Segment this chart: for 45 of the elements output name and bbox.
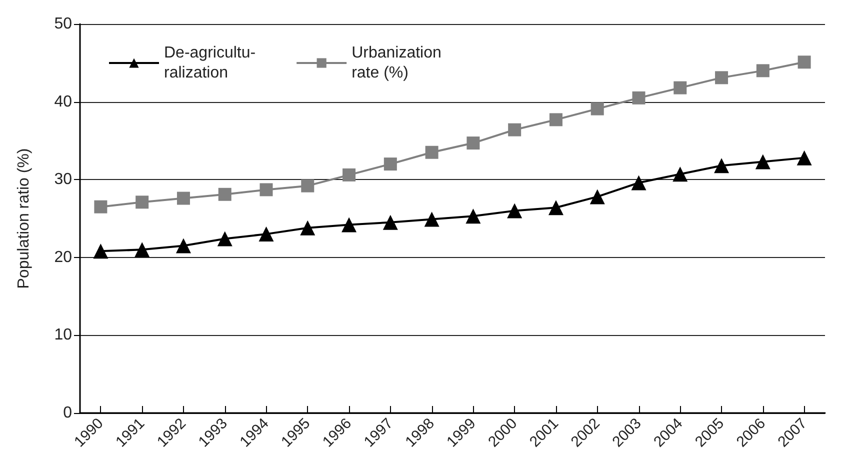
- point: [260, 183, 273, 196]
- point: [796, 150, 812, 166]
- point: [507, 203, 522, 218]
- point: [674, 81, 687, 94]
- y-tick-label: 40: [54, 93, 72, 110]
- point: [632, 91, 646, 104]
- point: [300, 220, 316, 236]
- point: [93, 244, 108, 259]
- point: [756, 64, 770, 78]
- point: [466, 208, 481, 224]
- y-tick-label: 30: [54, 171, 72, 188]
- y-tick-label: 10: [54, 326, 72, 344]
- point: [548, 200, 564, 216]
- point: [714, 158, 730, 174]
- point: [424, 212, 440, 227]
- point: [382, 214, 398, 230]
- point: [301, 179, 314, 192]
- y-tick-label: 0: [63, 404, 72, 422]
- point: [136, 196, 149, 209]
- legend-label: De-agricultu- ralization: [164, 44, 256, 82]
- point: [672, 166, 688, 182]
- point: [176, 238, 191, 254]
- y-tick-label: 20: [54, 248, 72, 266]
- point: [631, 175, 646, 190]
- point: [217, 231, 232, 246]
- y-axis-title: Population ratio (%): [16, 148, 32, 289]
- point: [134, 242, 150, 258]
- point: [590, 102, 604, 116]
- point: [549, 113, 562, 126]
- point: [176, 192, 190, 205]
- y-tick-label: 50: [54, 16, 72, 32]
- point: [715, 71, 728, 84]
- point: [384, 158, 397, 171]
- legend-label: Urbanization rate (%): [352, 44, 442, 82]
- point: [258, 226, 274, 242]
- point: [508, 123, 522, 136]
- point: [342, 217, 357, 232]
- point: [218, 188, 232, 201]
- point: [590, 189, 605, 204]
- point: [755, 154, 770, 170]
- point: [425, 146, 438, 159]
- point: [798, 56, 811, 69]
- point: [94, 200, 108, 214]
- point: [342, 168, 356, 182]
- point: [466, 136, 480, 150]
